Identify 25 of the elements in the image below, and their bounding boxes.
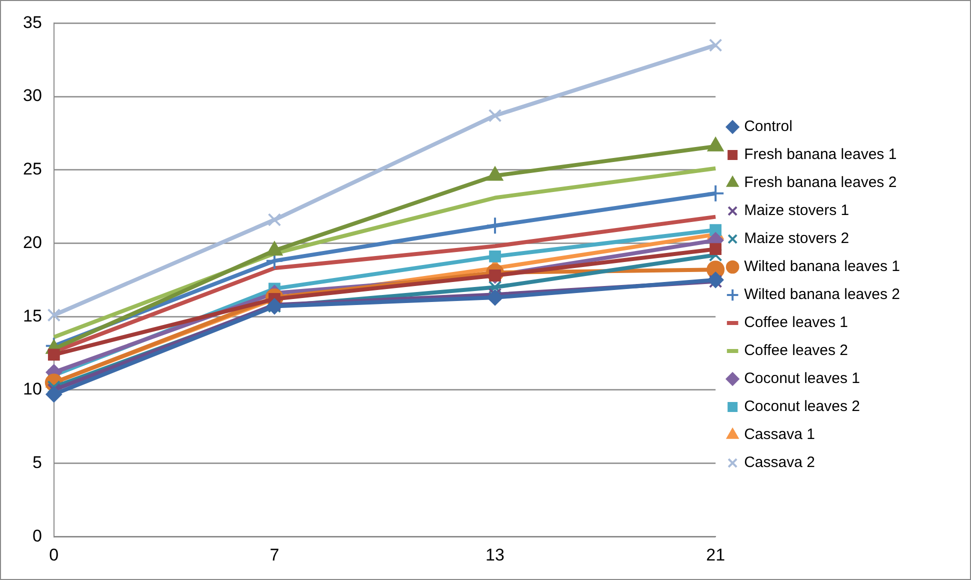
y-tick-label: 35 [22,12,42,32]
y-tick-label: 30 [22,86,42,106]
legend-label: Coffee leaves 2 [744,342,848,360]
legend-label: Coconut leaves 1 [744,370,860,388]
legend-label: Wilted banana leaves 2 [744,286,900,304]
y-tick-label: 0 [32,526,42,546]
legend-label: Coconut leaves 2 [744,398,860,416]
y-tick-label: 5 [32,452,42,472]
x-tick-label: 13 [486,545,504,564]
y-tick-label: 10 [22,380,42,399]
x-tick-label: 0 [49,545,59,564]
y-tick-label: 15 [22,306,42,326]
x-tick-label: 7 [270,545,280,564]
x-tick-label: 21 [706,545,726,564]
legend-label: Fresh banana leaves 2 [744,174,897,192]
legend-label: Maize stovers 1 [744,202,850,220]
y-tick-label: 20 [22,232,42,252]
legend-label: Control [744,118,792,136]
legend-label: Wilted banana leaves 1 [744,258,900,276]
legend-label: Maize stovers 2 [744,230,850,248]
legend-label: Cassava 2 [744,454,815,472]
y-tick-label: 25 [22,160,42,179]
legend-label: Fresh banana leaves 1 [744,146,897,164]
legend-label: Coffee leaves 1 [744,314,848,332]
legend-label: Cassava 1 [744,426,815,444]
